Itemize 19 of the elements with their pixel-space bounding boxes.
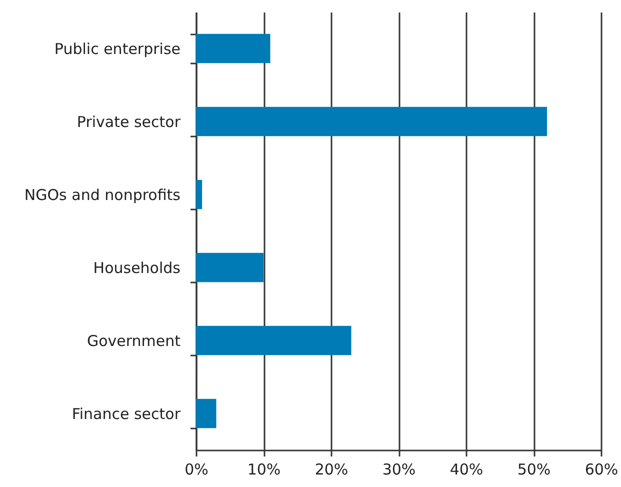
bar	[196, 252, 264, 282]
y-tick-label: Finance sector	[72, 405, 182, 423]
x-tick-label: 20%	[314, 460, 348, 478]
y-tick-label: Government	[86, 332, 181, 350]
bar	[196, 398, 216, 428]
y-tick-label: NGOs and nonprofits	[24, 186, 181, 204]
bar	[196, 326, 352, 356]
bar	[196, 34, 270, 64]
x-tick-label: 60%	[584, 460, 618, 478]
bar	[196, 180, 202, 210]
x-tick-label: 40%	[450, 460, 484, 478]
x-tick-label: 10%	[247, 460, 281, 478]
x-tick-label: 30%	[382, 460, 416, 478]
y-tick-label: Public enterprise	[54, 40, 180, 58]
x-tick-label: 50%	[517, 460, 551, 478]
y-tick-label: Private sector	[76, 113, 182, 131]
bar	[196, 106, 547, 136]
x-tick-label: 0%	[184, 460, 208, 478]
y-tick-label: Households	[93, 259, 181, 277]
